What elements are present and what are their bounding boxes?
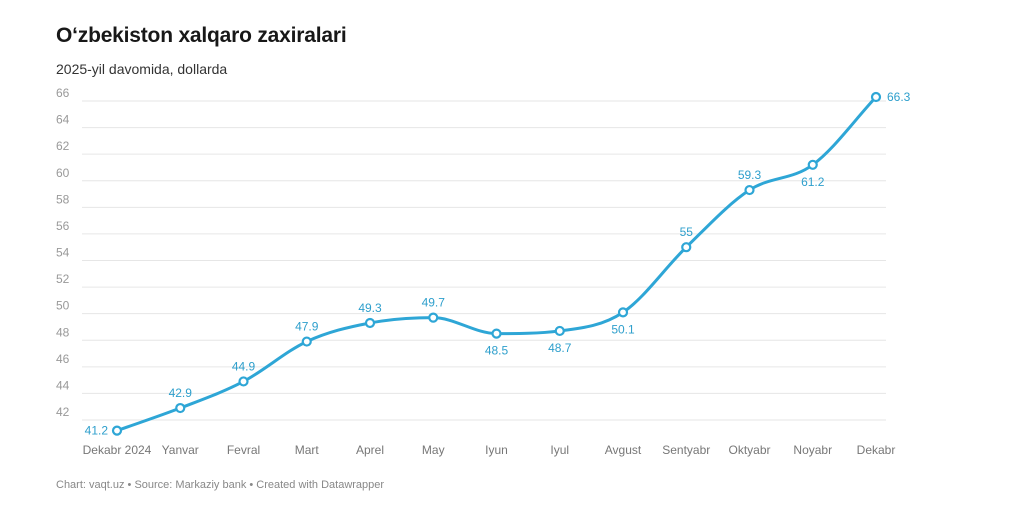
data-label: 59.3 — [738, 168, 762, 182]
y-tick-label: 48 — [56, 325, 70, 339]
data-point — [744, 184, 755, 196]
y-tick-label: 44 — [56, 378, 70, 392]
x-tick-label: Iyul — [550, 443, 569, 457]
data-point — [617, 307, 629, 318]
data-point — [807, 159, 818, 170]
data-point — [428, 312, 439, 323]
x-tick-label: Avgust — [605, 443, 642, 457]
y-tick-label: 46 — [56, 352, 70, 366]
y-tick-label: 60 — [56, 166, 70, 180]
data-label: 41.2 — [85, 424, 109, 438]
data-label: 44.9 — [232, 359, 256, 373]
data-point — [175, 402, 186, 414]
line-chart: 66 64 62 60 58 56 54 52 50 48 46 44 42 Dekabr 2024 Ya… — [56, 86, 911, 457]
data-point — [870, 91, 882, 103]
data-label: 42.9 — [169, 386, 193, 400]
data-label: 50.1 — [611, 322, 635, 336]
x-tick-label: Aprel — [356, 443, 384, 457]
y-tick-label: 42 — [56, 405, 70, 419]
data-label: 48.5 — [485, 344, 509, 358]
x-tick-label: Dekabr — [857, 443, 896, 457]
data-label: 61.2 — [801, 175, 825, 189]
data-labels: 41.2 42.9 44.9 47.9 49.3 49.7 48.5 48.7 50.1 55 59… — [85, 90, 911, 438]
gridlines — [82, 100, 886, 421]
x-tick-label: Oktyabr — [728, 443, 770, 457]
data-point — [491, 328, 502, 339]
x-tick-label: Iyun — [485, 443, 508, 457]
data-label: 49.7 — [422, 296, 446, 310]
y-tick-label: 64 — [56, 113, 70, 127]
chart-credits: Chart: vaqt.uz • Source: Markaziy bank •… — [56, 479, 385, 491]
y-tick-label: 58 — [56, 192, 70, 206]
data-label: 55 — [680, 225, 694, 239]
data-label: 47.9 — [295, 320, 319, 334]
data-points — [111, 91, 882, 436]
x-tick-label: Noyabr — [793, 443, 832, 457]
y-tick-label: 62 — [56, 139, 70, 153]
x-tick-label: Dekabr 2024 — [83, 443, 152, 457]
x-tick-label: May — [422, 443, 445, 457]
series-line-group — [115, 95, 878, 433]
data-point — [364, 317, 376, 329]
y-axis-ticks: 66 64 62 60 58 56 54 52 50 48 46 44 42 — [56, 86, 70, 419]
data-label: 66.3 — [887, 90, 911, 104]
y-tick-label: 54 — [56, 246, 70, 260]
chart-subtitle: 2025-yil davomida, dollarda — [56, 61, 228, 77]
data-label: 48.7 — [548, 341, 572, 355]
data-point — [301, 336, 312, 347]
y-tick-label: 66 — [56, 86, 70, 100]
x-tick-label: Yanvar — [162, 443, 199, 457]
x-tick-label: Fevral — [227, 443, 260, 457]
data-point — [554, 325, 565, 337]
series-line — [115, 95, 878, 433]
chart-title: O‘zbekiston xalqaro zaxiralari — [56, 24, 347, 47]
y-tick-label: 56 — [56, 219, 70, 233]
data-label: 49.3 — [358, 301, 382, 315]
x-tick-label: Sentyabr — [662, 443, 710, 457]
x-tick-label: Mart — [295, 443, 320, 457]
y-tick-label: 52 — [56, 272, 70, 286]
data-point — [111, 425, 123, 436]
y-tick-label: 50 — [56, 299, 70, 313]
data-point — [238, 376, 249, 387]
x-axis-ticks: Dekabr 2024 Yanvar Fevral Mart Aprel May Iyun I… — [83, 443, 896, 457]
data-point — [681, 242, 692, 253]
